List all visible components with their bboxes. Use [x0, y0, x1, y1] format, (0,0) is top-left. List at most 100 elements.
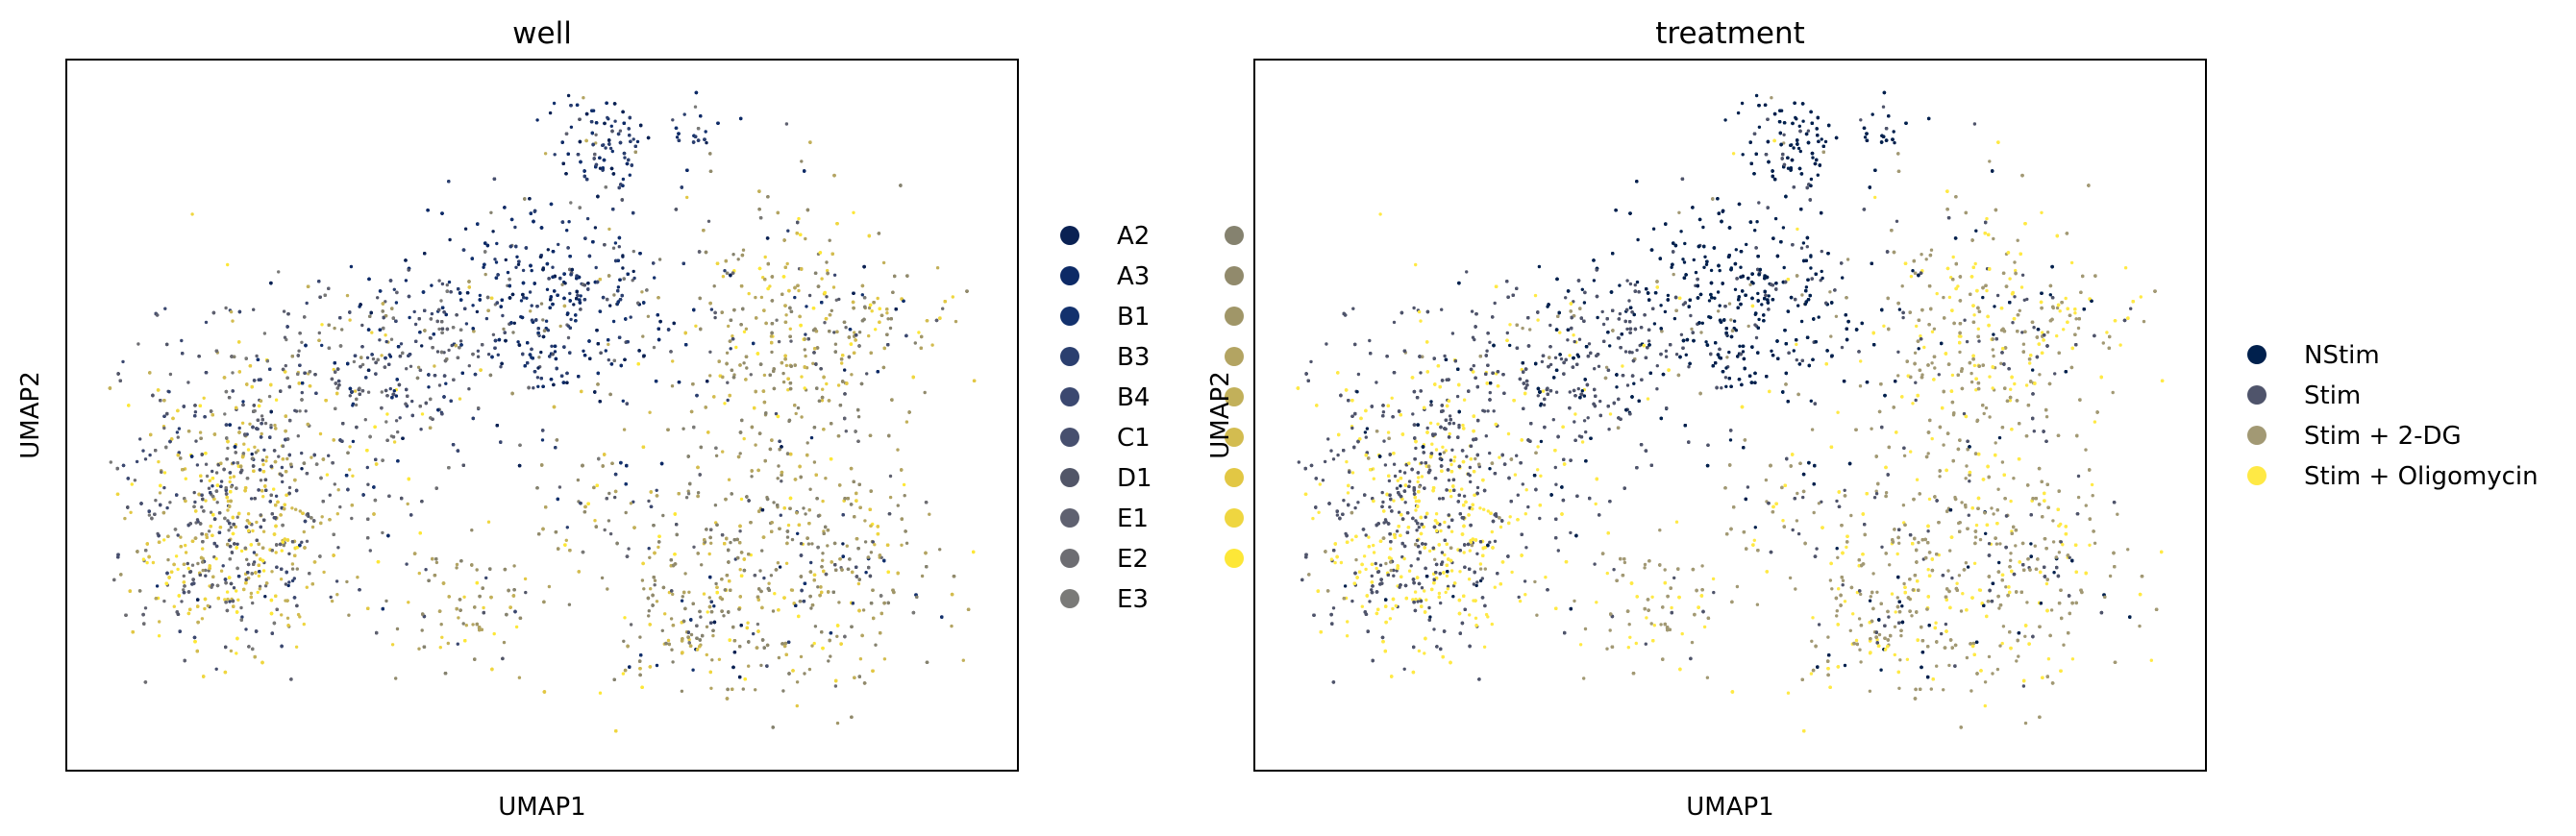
- scatter-point: [376, 296, 380, 300]
- scatter-point: [628, 173, 632, 177]
- scatter-point: [784, 122, 789, 126]
- scatter-point: [235, 542, 239, 546]
- scatter-point: [772, 501, 776, 504]
- scatter-point: [475, 568, 479, 572]
- scatter-point: [225, 590, 230, 594]
- scatter-point: [163, 307, 167, 310]
- scatter-point: [249, 591, 254, 596]
- scatter-point: [384, 599, 388, 603]
- scatter-point: [227, 529, 231, 532]
- scatter-point: [621, 672, 626, 676]
- scatter-point: [607, 342, 610, 347]
- scatter-point: [663, 612, 667, 616]
- scatter-point: [666, 638, 671, 643]
- scatter-point: [392, 287, 396, 291]
- scatter-point: [333, 482, 336, 486]
- scatter-point: [536, 384, 540, 388]
- scatter-point: [147, 513, 152, 517]
- scatter-point: [332, 367, 335, 372]
- scatter-point: [182, 588, 186, 592]
- scatter-point: [820, 399, 825, 403]
- scatter-point: [548, 111, 553, 115]
- scatter-point: [951, 295, 954, 299]
- scatter-point: [600, 576, 605, 580]
- scatter-point: [803, 672, 806, 676]
- scatter-point: [870, 309, 874, 313]
- scatter-point: [365, 465, 369, 470]
- scatter-point: [349, 264, 354, 269]
- scatter-point: [439, 299, 443, 303]
- scatter-point: [204, 499, 208, 503]
- scatter-point: [380, 390, 384, 394]
- scatter-point: [638, 635, 642, 639]
- scatter-point: [669, 617, 674, 621]
- scatter-point: [681, 427, 685, 430]
- scatter-point: [627, 547, 631, 551]
- scatter-point: [539, 302, 544, 306]
- scatter-point: [141, 557, 146, 561]
- scatter-point: [486, 353, 491, 357]
- scatter-point: [731, 334, 734, 338]
- scatter-point: [808, 487, 812, 491]
- scatter-point: [804, 354, 807, 358]
- scatter-point: [351, 474, 355, 478]
- scatter-point: [394, 301, 399, 305]
- scatter-point: [902, 482, 906, 487]
- scatter-point: [860, 293, 864, 297]
- scatter-point: [199, 479, 204, 483]
- scatter-point: [320, 515, 324, 519]
- scatter-point: [803, 348, 806, 352]
- scatter-point: [447, 280, 452, 284]
- scatter-point: [298, 615, 302, 619]
- scatter-point: [826, 268, 830, 273]
- scatter-point: [269, 423, 273, 428]
- scatter-point: [336, 546, 340, 550]
- scatter-point: [196, 520, 200, 524]
- scatter-point: [789, 588, 794, 592]
- scatter-point: [758, 569, 762, 573]
- scatter-point: [874, 328, 878, 332]
- scatter-point: [705, 140, 708, 145]
- scatter-point: [786, 388, 790, 392]
- scatter-point: [447, 348, 451, 353]
- scatter-point: [231, 371, 235, 375]
- scatter-point: [517, 676, 522, 679]
- scatter-point: [621, 266, 625, 270]
- scatter-point: [594, 133, 598, 136]
- scatter-point: [725, 351, 730, 355]
- scatter-point: [683, 572, 687, 576]
- scatter-point: [229, 309, 234, 314]
- scatter-point: [754, 443, 757, 447]
- scatter-point: [284, 582, 288, 586]
- scatter-point: [804, 236, 807, 241]
- scatter-point: [471, 623, 475, 627]
- scatter-point: [705, 652, 708, 657]
- scatter-point: [648, 410, 652, 414]
- scatter-point: [388, 386, 392, 391]
- scatter-point: [835, 721, 840, 725]
- scatter-point: [300, 390, 304, 395]
- scatter-point: [201, 547, 205, 551]
- scatter-point: [566, 93, 571, 98]
- scatter-point: [567, 602, 572, 606]
- scatter-point: [837, 297, 841, 302]
- scatter-point: [632, 276, 636, 281]
- scatter-point: [228, 479, 232, 484]
- scatter-point: [785, 261, 789, 266]
- scatter-point: [448, 237, 452, 242]
- scatter-point: [805, 305, 808, 308]
- scatter-point: [121, 359, 125, 364]
- scatter-point: [491, 230, 495, 234]
- scatter-point: [516, 262, 521, 266]
- scatter-point: [680, 689, 684, 693]
- scatter-point: [920, 574, 925, 578]
- scatter-point: [329, 595, 333, 600]
- scatter-point: [585, 216, 590, 221]
- scatter-point: [821, 499, 825, 504]
- scatter-point: [176, 567, 180, 572]
- scatter-point: [515, 255, 519, 258]
- scatter-point: [260, 414, 264, 418]
- scatter-point: [913, 341, 917, 345]
- scatter-point: [635, 139, 640, 144]
- scatter-point: [784, 313, 788, 317]
